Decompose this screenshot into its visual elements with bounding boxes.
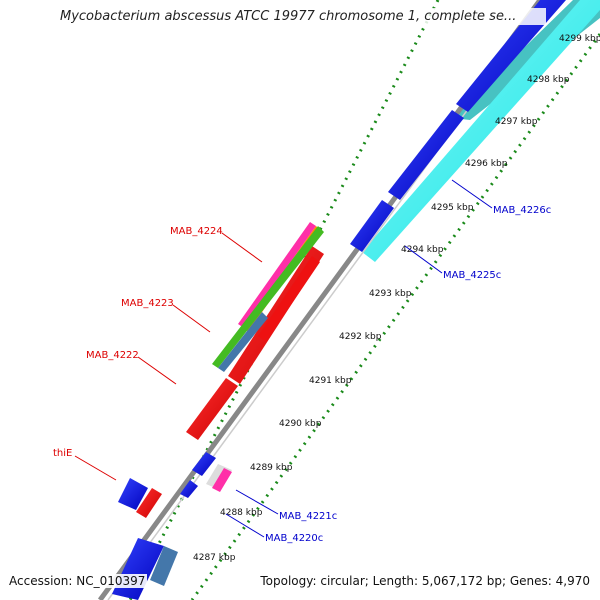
label-mab-4223: MAB_4223 — [121, 298, 174, 309]
label-thie: thiE — [53, 448, 72, 459]
tick-4290: 4290 kbp — [279, 419, 322, 429]
tick-4299: 4299 kbp — [559, 34, 600, 44]
tick-4292: 4292 kbp — [339, 332, 382, 342]
tick-4295: 4295 kbp — [431, 203, 474, 213]
kbp-ticks: 4287 kbp 4288 kbp 4289 kbp 4290 kbp 4291… — [193, 34, 600, 563]
tick-4293: 4293 kbp — [369, 289, 412, 299]
gene-labels-right: MAB_4226c MAB_4225c MAB_4221c MAB_4220c — [225, 179, 551, 544]
tick-4288: 4288 kbp — [220, 508, 263, 518]
tick-4296: 4296 kbp — [465, 159, 508, 169]
topology-summary: Topology: circular; Length: 5,067,172 bp… — [258, 574, 592, 588]
tick-4289: 4289 kbp — [250, 463, 293, 473]
map-title: Mycobacterium abscessus ATCC 19977 chrom… — [58, 8, 546, 25]
label-mab-4220c: MAB_4220c — [265, 533, 323, 544]
tick-4294: 4294 kbp — [401, 245, 444, 255]
label-mab-4226c: MAB_4226c — [493, 205, 551, 216]
reverse-cds-upper — [350, 0, 566, 252]
tick-4287: 4287 kbp — [193, 553, 236, 563]
tick-4297: 4297 kbp — [495, 117, 538, 127]
label-mab-4225c: MAB_4225c — [443, 270, 501, 281]
tick-4298: 4298 kbp — [527, 75, 570, 85]
label-mab-4224: MAB_4224 — [170, 226, 223, 237]
accession-text: Accession: NC_010397 — [7, 574, 148, 588]
gene-labels-left: MAB_4224 MAB_4223 MAB_4222 thiE — [53, 226, 263, 481]
tick-4291: 4291 kbp — [309, 376, 352, 386]
multi-feature-bars — [212, 222, 324, 372]
label-mab-4222: MAB_4222 — [86, 350, 139, 361]
label-mab-4221c: MAB_4221c — [279, 511, 337, 522]
cyan-track — [362, 0, 600, 262]
forward-cds-left — [136, 246, 324, 518]
